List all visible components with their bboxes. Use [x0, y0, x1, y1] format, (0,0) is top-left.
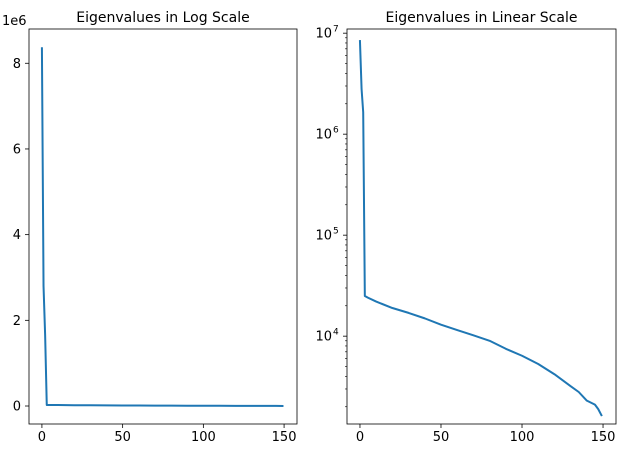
- axes-frame: [28, 28, 298, 425]
- chart-title: Eigenvalues in Log Scale: [76, 10, 249, 26]
- y-tick-label: 6: [13, 142, 21, 157]
- chart-eigenvalues-log-scale: Eigenvalues in Log Scale 1e6 0 50 100 150 0 2…: [2, 10, 298, 445]
- x-tick-label: 100: [510, 430, 535, 445]
- x-tick-label: 50: [433, 430, 450, 445]
- y-tick-exponent: 4: [333, 328, 339, 338]
- eigenvalue-line: [358, 40, 603, 417]
- x-tick-label: 100: [191, 430, 216, 445]
- eigenvalue-line: [40, 47, 284, 407]
- x-tick-label: 50: [114, 430, 131, 445]
- y-tick-label: 8: [13, 57, 21, 72]
- y-tick-label: 10: [315, 27, 332, 42]
- y-tick-label: 10: [315, 229, 332, 244]
- x-tick-label: 0: [38, 430, 46, 445]
- y-offset-label: 1e6: [2, 14, 27, 29]
- y-tick-exponent: 5: [333, 227, 339, 237]
- y-tick-label: 2: [13, 314, 21, 329]
- x-tick-label: 150: [272, 430, 297, 445]
- x-tick-label: 150: [591, 430, 616, 445]
- y-tick-exponent: 6: [333, 126, 339, 136]
- y-tick-label: 10: [315, 128, 332, 143]
- axes-frame: [346, 28, 617, 425]
- y-tick-label: 4: [13, 228, 21, 243]
- x-tick-label: 0: [356, 430, 364, 445]
- y-tick-label: 0: [13, 400, 21, 415]
- y-tick-label: 10: [315, 330, 332, 345]
- chart-title: Eigenvalues in Linear Scale: [386, 10, 578, 26]
- y-tick-exponent: 7: [333, 25, 339, 35]
